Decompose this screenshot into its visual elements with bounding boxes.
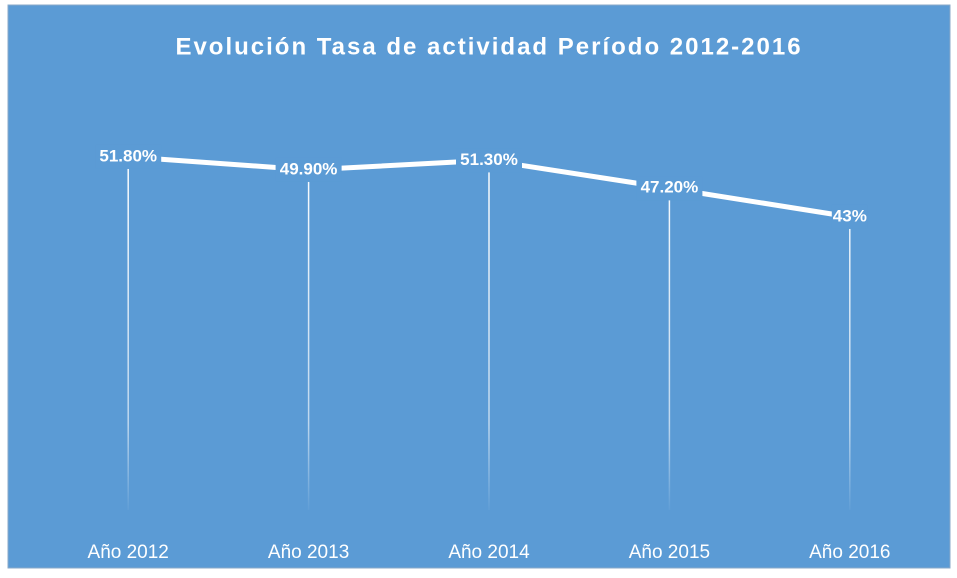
- x-tick-label: Año 2014: [448, 542, 530, 563]
- chart-title: Evolución Tasa de actividad Período 2012…: [175, 33, 802, 60]
- data-label-background: [636, 176, 703, 201]
- data-label: 43%: [833, 206, 867, 225]
- data-label: 47.20%: [641, 178, 699, 197]
- data-label-background: [275, 157, 342, 182]
- data-label-background: [831, 204, 868, 229]
- data-label: 51.30%: [460, 150, 518, 169]
- data-label: 51.80%: [99, 146, 157, 165]
- data-label-background: [95, 144, 162, 169]
- data-label-background: [456, 148, 522, 173]
- x-tick-label: Año 2015: [629, 542, 710, 563]
- x-tick-label: Año 2013: [268, 542, 349, 563]
- data-label: 49.90%: [280, 159, 338, 178]
- chart-background: [7, 4, 951, 569]
- x-tick-label: Año 2012: [88, 542, 169, 563]
- x-tick-label: Año 2016: [809, 542, 890, 563]
